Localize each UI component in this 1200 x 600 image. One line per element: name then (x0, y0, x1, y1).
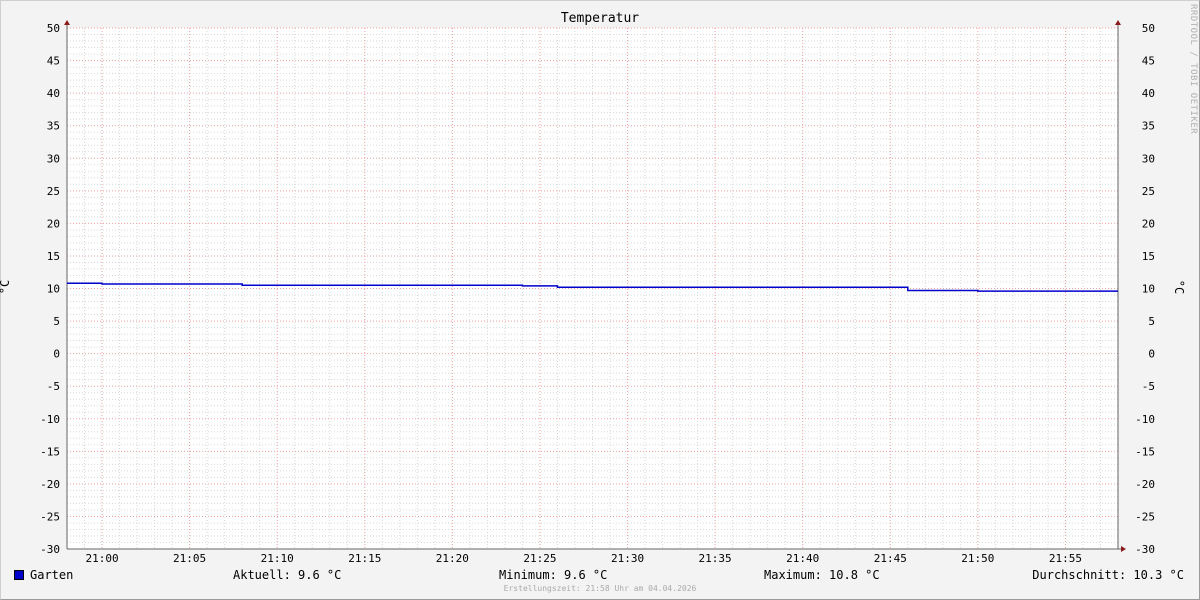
y-tick-label-right: -25 (1135, 510, 1155, 523)
series-line-garten (67, 282, 1118, 292)
y-tick-label-left: -30 (40, 543, 60, 556)
stat-average: Durchschnitt: 10.3 °C (1032, 568, 1184, 582)
legend: Garten (14, 568, 73, 582)
y-tick-label-left: 0 (53, 348, 60, 361)
x-tick-label: 21:15 (348, 552, 381, 565)
y-tick-label-right: 30 (1142, 152, 1155, 165)
x-tick-label: 21:45 (874, 552, 907, 565)
y-axis-arrow-right (1115, 20, 1121, 25)
y-tick-label-left: 30 (47, 152, 60, 165)
y-axis-arrow-left (64, 20, 70, 25)
y-tick-label-right: 20 (1142, 217, 1155, 230)
chart-title: Temperatur (560, 11, 640, 26)
x-tick-label: 21:10 (261, 552, 294, 565)
y-tick-label-right: 0 (1148, 348, 1155, 361)
y-tick-label-left: -20 (40, 478, 60, 491)
y-tick-label-left: -15 (40, 445, 60, 458)
y-tick-label-right: -10 (1135, 413, 1155, 426)
x-tick-label: 21:05 (173, 552, 206, 565)
y-tick-label-left: 40 (47, 87, 60, 100)
y-tick-label-left: 25 (47, 185, 60, 198)
x-tick-label: 21:40 (786, 552, 819, 565)
y-tick-label-right: -5 (1142, 380, 1155, 393)
legend-series-name: Garten (30, 568, 74, 582)
y-tick-label-left: 10 (47, 283, 60, 296)
stat-maximum: Maximum: 10.8 °C (764, 568, 880, 582)
y-tick-label-right: -30 (1135, 543, 1155, 556)
y-tick-label-left: -10 (40, 413, 60, 426)
y-tick-label-left: 50 (47, 22, 60, 35)
x-tick-label: 21:55 (1049, 552, 1082, 565)
x-tick-label: 21:25 (523, 552, 556, 565)
y-tick-label-right: 45 (1142, 55, 1155, 68)
y-tick-label-left: -25 (40, 510, 60, 523)
x-tick-label: 21:30 (611, 552, 644, 565)
stat-current: Aktuell: 9.6 °C (233, 568, 342, 582)
y-tick-label-right: 50 (1142, 22, 1155, 35)
y-tick-label-left: 35 (47, 120, 60, 133)
y-tick-label-right: 25 (1142, 185, 1155, 198)
creation-time: Erstellungszeit: 21:58 Uhr am 04.04.2026 (503, 584, 697, 593)
y-tick-label-left: 5 (53, 315, 60, 328)
stat-minimum: Minimum: 9.6 °C (499, 568, 608, 582)
legend-swatch (14, 570, 24, 580)
y-tick-label-right: 35 (1142, 120, 1155, 133)
x-tick-label: 21:20 (436, 552, 469, 565)
x-axis-arrow (1121, 546, 1126, 552)
y-tick-label-right: 5 (1148, 315, 1155, 328)
y-tick-label-left: -5 (47, 380, 60, 393)
y-tick-label-right: 15 (1142, 250, 1155, 263)
y-tick-label-right: 10 (1142, 283, 1155, 296)
y-tick-label-right: 40 (1142, 87, 1155, 100)
y-tick-label-right: -20 (1135, 478, 1155, 491)
y-tick-label-right: -15 (1135, 445, 1155, 458)
x-tick-label: 21:35 (699, 552, 732, 565)
y-tick-label-left: 15 (47, 250, 60, 263)
y-tick-label-left: 20 (47, 217, 60, 230)
watermark: RRDTOOL / TOBI OETIKER (1188, 4, 1198, 135)
x-tick-label: 21:50 (961, 552, 994, 565)
x-tick-label: 21:00 (85, 552, 118, 565)
y-tick-label-left: 45 (47, 55, 60, 68)
